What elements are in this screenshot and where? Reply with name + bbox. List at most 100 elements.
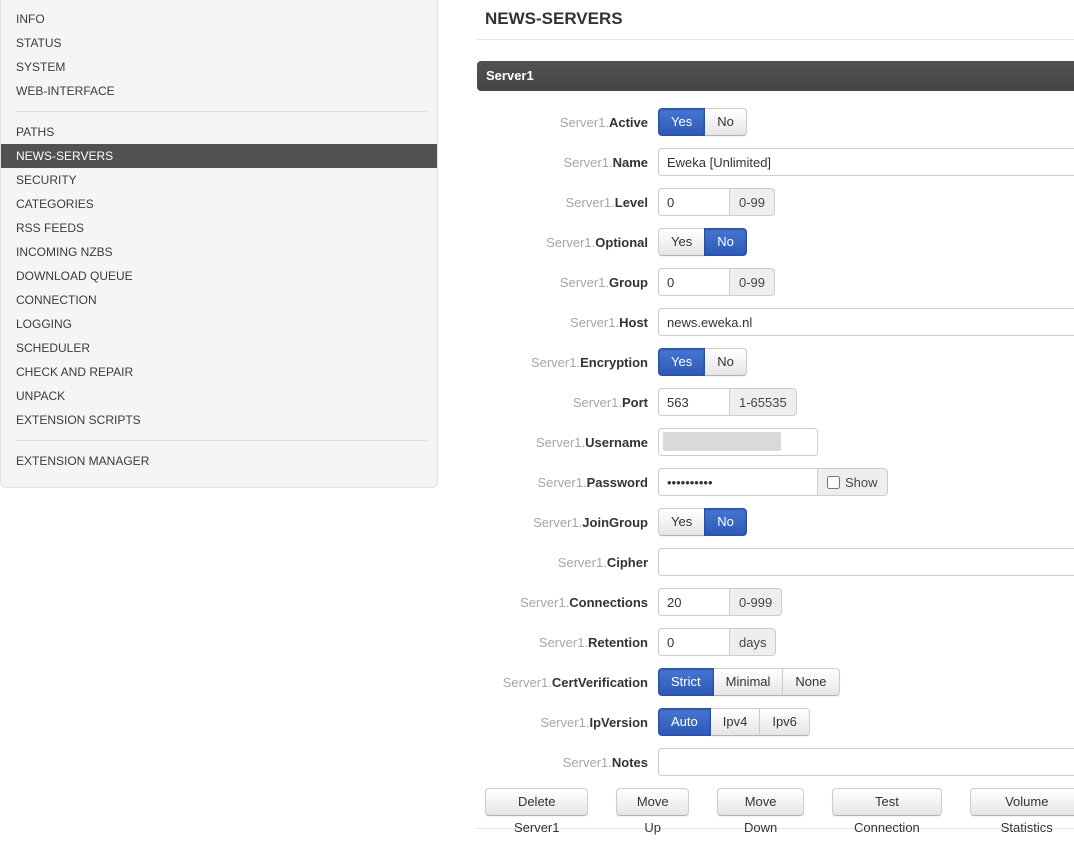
option-label-level: Server1.Level	[565, 194, 648, 210]
encryption-toggle: Yes No	[658, 348, 747, 376]
form-row-name: Server1.Name	[477, 142, 1074, 182]
port-range-addon: 1-65535	[730, 388, 797, 416]
username-input[interactable]	[658, 428, 818, 456]
form-row-certverification: Server1.CertVerification Strict Minimal …	[477, 662, 1074, 702]
active-yes-button[interactable]: Yes	[658, 108, 706, 136]
level-input[interactable]	[658, 188, 730, 216]
sidebar-item-paths[interactable]: PATHS	[16, 125, 55, 139]
delete-server-button[interactable]: Delete Server1	[485, 788, 589, 835]
encryption-yes-button[interactable]: Yes	[658, 348, 706, 376]
retention-input[interactable]	[658, 628, 730, 656]
sidebar-item-info[interactable]: INFO	[16, 12, 45, 26]
option-label-connections: Server1.Connections	[520, 594, 648, 610]
sidebar-item-rss-feeds[interactable]: RSS FEEDS	[16, 221, 85, 235]
sidebar-item-news-servers[interactable]: NEWS-SERVERS	[1, 144, 437, 168]
retention-unit-addon: days	[730, 628, 777, 656]
option-label-active: Server1.Active	[559, 114, 648, 130]
option-label-port: Server1.Port	[572, 394, 648, 410]
joingroup-no-button[interactable]: No	[704, 508, 747, 536]
optional-no-button[interactable]: No	[704, 228, 747, 256]
form-row-username: Server1.Username	[477, 422, 1074, 462]
sidebar-item-scheduler[interactable]: SCHEDULER	[16, 341, 91, 355]
sidebar-item-connection[interactable]: CONNECTION	[16, 293, 97, 307]
optional-yes-button[interactable]: Yes	[658, 228, 706, 256]
settings-content: NEWS-SERVERS Server1 Server1.Active Yes …	[477, 0, 1074, 835]
form-row-ipversion: Server1.IpVersion Auto Ipv4 Ipv6	[477, 702, 1074, 742]
form-row-cipher: Server1.Cipher	[477, 542, 1074, 582]
sidebar-item-incoming-nzbs[interactable]: INCOMING NZBS	[16, 245, 113, 259]
sidebar-item-web-interface[interactable]: WEB-INTERFACE	[16, 84, 115, 98]
joingroup-yes-button[interactable]: Yes	[658, 508, 706, 536]
sidebar-item-extension-scripts[interactable]: EXTENSION SCRIPTS	[16, 413, 141, 427]
option-label-password: Server1.Password	[537, 474, 648, 490]
sidebar-item-logging[interactable]: LOGGING	[16, 317, 73, 331]
certverification-strict-button[interactable]: Strict	[658, 668, 714, 696]
sidebar-divider	[15, 440, 427, 441]
move-up-button[interactable]: Move Up	[616, 788, 689, 835]
show-password-checkbox[interactable]	[827, 475, 840, 489]
test-connection-button[interactable]: Test Connection	[832, 788, 942, 835]
server1-form: Server1.Active Yes No Server1.Name Serve…	[477, 102, 1074, 782]
group-input[interactable]	[658, 268, 730, 296]
show-password-label: Show	[845, 474, 878, 490]
active-no-button[interactable]: No	[704, 108, 747, 136]
option-label-cipher: Server1.Cipher	[557, 554, 648, 570]
ipversion-toggle: Auto Ipv4 Ipv6	[658, 708, 810, 736]
settings-sidebar: INFO STATUS SYSTEM WEB-INTERFACE PATHS N…	[0, 0, 438, 488]
group-range-addon: 0-99	[730, 268, 776, 296]
notes-input[interactable]	[658, 748, 1074, 776]
form-row-host: Server1.Host	[477, 302, 1074, 342]
option-label-joingroup: Server1.JoinGroup	[533, 514, 648, 530]
sidebar-item-categories[interactable]: CATEGORIES	[16, 197, 94, 211]
password-input[interactable]	[658, 468, 818, 496]
cipher-input[interactable]	[658, 548, 1074, 576]
option-label-ipversion: Server1.IpVersion	[540, 714, 648, 730]
sidebar-divider	[15, 111, 427, 112]
form-row-notes: Server1.Notes	[477, 742, 1074, 782]
form-row-port: Server1.Port 1-65535	[477, 382, 1074, 422]
option-label-notes: Server1.Notes	[562, 754, 648, 770]
option-label-username: Server1.Username	[535, 434, 648, 450]
sidebar-item-status[interactable]: STATUS	[16, 36, 62, 50]
server1-section-header: Server1	[477, 61, 1074, 91]
option-label-certverification: Server1.CertVerification	[502, 674, 648, 690]
connections-input[interactable]	[658, 588, 730, 616]
certverification-minimal-button[interactable]: Minimal	[712, 668, 784, 696]
certverification-none-button[interactable]: None	[782, 668, 840, 696]
password-show-addon: Show	[818, 468, 888, 496]
option-label-name: Server1.Name	[563, 154, 648, 170]
sidebar-item-download-queue[interactable]: DOWNLOAD QUEUE	[16, 269, 133, 283]
sidebar-item-extension-manager[interactable]: EXTENSION MANAGER	[16, 454, 150, 468]
option-label-retention: Server1.Retention	[538, 634, 648, 650]
move-down-button[interactable]: Move Down	[716, 788, 805, 835]
form-row-joingroup: Server1.JoinGroup Yes No	[477, 502, 1074, 542]
encryption-no-button[interactable]: No	[704, 348, 747, 376]
sidebar-item-unpack[interactable]: UNPACK	[16, 389, 66, 403]
form-row-level: Server1.Level 0-99	[477, 182, 1074, 222]
sidebar-item-check-and-repair[interactable]: CHECK AND REPAIR	[16, 365, 134, 379]
ipversion-ipv6-button[interactable]: Ipv6	[759, 708, 810, 736]
connections-range-addon: 0-999	[730, 588, 783, 616]
name-input[interactable]	[658, 148, 1074, 176]
level-range-addon: 0-99	[730, 188, 776, 216]
ipversion-ipv4-button[interactable]: Ipv4	[709, 708, 761, 736]
form-row-active: Server1.Active Yes No	[477, 102, 1074, 142]
form-row-connections: Server1.Connections 0-999	[477, 582, 1074, 622]
optional-toggle: Yes No	[658, 228, 747, 256]
server-actions: Delete Server1 Move Up Move Down Test Co…	[477, 788, 1074, 835]
volume-statistics-button[interactable]: Volume Statistics	[969, 788, 1074, 835]
form-row-password: Server1.Password Show	[477, 462, 1074, 502]
title-divider	[477, 39, 1074, 40]
option-label-optional: Server1.Optional	[546, 234, 648, 250]
sidebar-item-system[interactable]: SYSTEM	[16, 60, 66, 74]
form-row-encryption: Server1.Encryption Yes No	[477, 342, 1074, 382]
form-row-retention: Server1.Retention days	[477, 622, 1074, 662]
ipversion-auto-button[interactable]: Auto	[658, 708, 711, 736]
option-label-host: Server1.Host	[569, 314, 648, 330]
sidebar-item-security[interactable]: SECURITY	[16, 173, 77, 187]
host-input[interactable]	[658, 308, 1074, 336]
active-toggle: Yes No	[658, 108, 747, 136]
joingroup-toggle: Yes No	[658, 508, 747, 536]
port-input[interactable]	[658, 388, 730, 416]
option-label-encryption: Server1.Encryption	[530, 354, 648, 370]
